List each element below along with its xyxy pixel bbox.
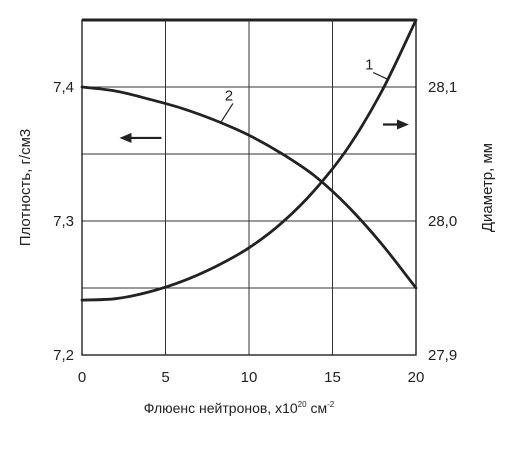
y-left-tick-label: 7,3 xyxy=(53,213,74,230)
x-axis-title-unit: см xyxy=(307,400,328,416)
y-axis-right-title: Диаметр, мм xyxy=(479,143,496,232)
x-tick-label: 15 xyxy=(324,369,341,386)
series-label-2: 2 xyxy=(225,87,233,104)
series-line-2 xyxy=(80,85,418,290)
x-tick-label: 0 xyxy=(78,369,86,386)
y-axis-left-title: Плотность, г/см3 xyxy=(17,129,34,247)
series-label-leader-1 xyxy=(372,72,388,80)
annotations: 12 xyxy=(119,57,409,143)
series-line-1 xyxy=(80,18,418,302)
x-tick-label: 10 xyxy=(241,369,258,386)
plot-frame xyxy=(81,19,417,356)
arrow-left-icon xyxy=(119,132,132,143)
y-right-tick-label: 28,0 xyxy=(428,213,457,230)
x-axis-title-unit-exponent: -2 xyxy=(327,400,335,409)
x-axis-title-exponent: 20 xyxy=(298,400,307,409)
x-axis-title-main: Флюенс нейтронов, x10 xyxy=(144,400,298,416)
y-right-tick-label: 28,1 xyxy=(428,79,457,96)
series-label-1: 1 xyxy=(365,57,373,74)
y-left-tick-label: 7,2 xyxy=(53,347,74,364)
series-label-leader-2 xyxy=(220,103,234,124)
x-axis-title: Флюенс нейтронов, x1020 см-2 xyxy=(144,400,335,416)
y-right-tick-label: 27,9 xyxy=(428,347,457,364)
tick-labels: 0 5 10 15 20 7,2 7,3 7,4 27,9 28,0 28,1 xyxy=(53,79,457,386)
series-layer xyxy=(80,18,418,302)
arrow-right-icon xyxy=(396,119,409,130)
x-tick-label: 20 xyxy=(408,369,425,386)
x-tick-label: 5 xyxy=(161,369,169,386)
y-left-tick-label: 7,4 xyxy=(53,79,74,96)
